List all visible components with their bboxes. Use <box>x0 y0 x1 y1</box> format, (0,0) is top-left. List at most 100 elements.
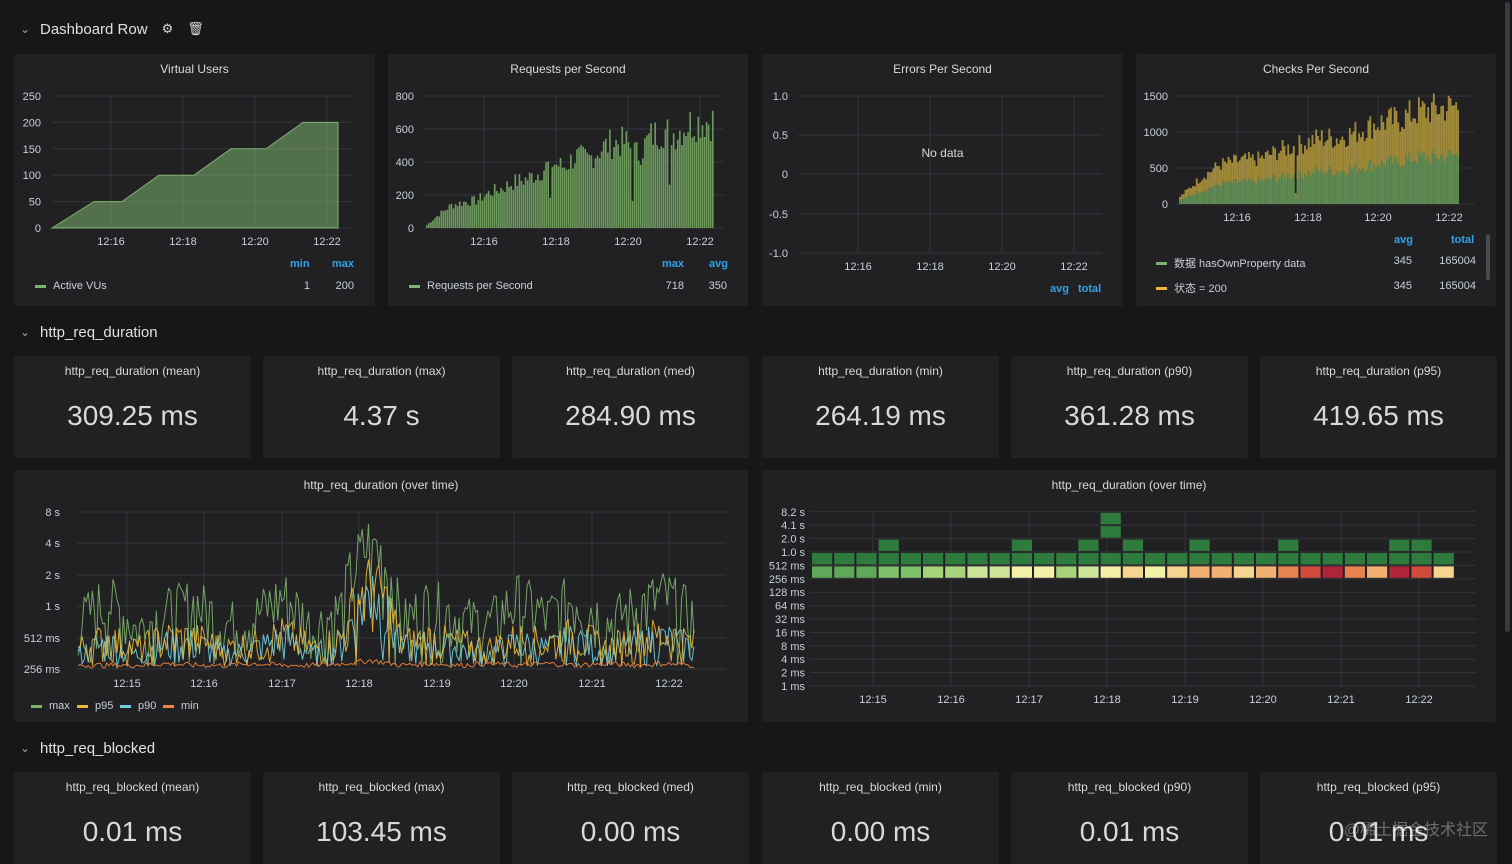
rps-bar <box>514 174 517 228</box>
rps-bar <box>528 172 531 228</box>
rps-bar <box>594 158 597 228</box>
y-tick-label: 64 ms <box>775 601 805 613</box>
check-bar-data <box>1233 179 1235 204</box>
blocked-stat-panel[interactable]: http_req_blocked (p95) 0.01 ms <box>1260 772 1497 864</box>
stat-value: 264.19 ms <box>815 400 946 431</box>
duration-stat-panel[interactable]: http_req_duration (p95) 419.65 ms <box>1260 356 1497 458</box>
check-bar-data <box>1201 191 1204 204</box>
stat-title: http_req_duration (med) <box>566 364 695 378</box>
check-bar-data <box>1436 159 1439 204</box>
y-tick-label: 0.5 <box>773 130 788 142</box>
rps-bar <box>465 201 467 228</box>
legend-item-status-check[interactable]: 状态 = 200 <box>1156 280 1227 296</box>
check-bar-data <box>1371 171 1374 204</box>
check-bar-status <box>1322 145 1325 175</box>
check-bar-data <box>1425 160 1428 204</box>
panel-errors-per-second[interactable]: Errors Per Second 1.0 0.5 0 -0.5 -1.0 12:16 12… <box>762 54 1123 306</box>
panel-checks-per-second[interactable]: Checks Per Second 0 500 1000 1500 12:16 12:18… <box>1136 54 1496 306</box>
watermark: @稀土掘金技术社区 <box>1343 822 1488 839</box>
panel-title: Requests per Second <box>510 62 626 76</box>
check-bar-status <box>1335 138 1338 172</box>
check-bar-status <box>1264 152 1267 179</box>
legend-item-max[interactable]: max <box>31 700 70 712</box>
y-tick-label: 32 ms <box>775 614 805 626</box>
check-bar-data <box>1223 182 1226 204</box>
check-bar-status <box>1384 129 1387 167</box>
chevron-down-icon[interactable]: ⌄ <box>19 22 31 36</box>
duration-stat-panel[interactable]: http_req_duration (med) 284.90 ms <box>512 356 749 458</box>
panel-requests-per-second[interactable]: Requests per Second 0 200 400 600 800 12:16 12… <box>388 54 748 306</box>
gear-icon[interactable]: ⚙ <box>161 21 174 36</box>
rps-bar <box>672 133 675 228</box>
rps-bar <box>674 149 677 228</box>
rps-bar <box>479 193 482 228</box>
rps-bar <box>510 186 512 228</box>
blocked-stat-panel[interactable]: http_req_blocked (p90) 0.01 ms <box>1011 772 1248 864</box>
panel-duration-heatmap[interactable]: http_req_duration (over time) 1 ms 2 ms 4 … <box>762 470 1496 722</box>
rps-bar <box>604 138 607 228</box>
legend-item-active-vus[interactable]: Active VUs <box>35 280 107 292</box>
rps-bar <box>646 135 648 228</box>
heat-cell <box>1367 566 1388 578</box>
heat-cell <box>1389 566 1410 578</box>
blocked-stat-panel[interactable]: http_req_blocked (max) 103.45 ms <box>263 772 500 864</box>
legend-item-min[interactable]: min <box>163 700 199 712</box>
duration-stat-panel[interactable]: http_req_duration (p90) 361.28 ms <box>1011 356 1248 458</box>
duration-stat-panel[interactable]: http_req_duration (min) 264.19 ms <box>762 356 999 458</box>
legend-item-rps[interactable]: Requests per Second <box>409 280 533 292</box>
panel-duration-over-time[interactable]: http_req_duration (over time) 256 ms 512 … <box>14 470 748 722</box>
check-bar-data <box>1333 174 1336 204</box>
rps-bar <box>681 145 683 228</box>
check-bar-data <box>1423 153 1426 204</box>
x-tick-label: 12:16 <box>470 236 498 248</box>
row-header-dashboard[interactable]: ⌄ Dashboard Row ⚙ 🗑 <box>18 15 204 43</box>
legend-label: max <box>49 700 70 712</box>
rps-bar <box>703 136 706 228</box>
check-bar-status <box>1408 100 1411 153</box>
chevron-down-icon[interactable]: ⌄ <box>19 325 31 339</box>
heat-cell <box>1389 553 1410 565</box>
x-tick-label: 12:22 <box>1405 694 1433 706</box>
legend-item-data-check[interactable]: 数据 hasOwnProperty data <box>1156 255 1305 271</box>
check-bar-status <box>1304 145 1306 175</box>
legend-item-p95[interactable]: p95 <box>77 700 113 712</box>
y-tick-label: 1.0 s <box>781 547 805 559</box>
rps-bar <box>705 122 708 228</box>
legend-scrollbar[interactable] <box>1486 234 1490 280</box>
duration-stat-panel[interactable]: http_req_duration (mean) 309.25 ms <box>14 356 251 458</box>
blocked-stat-panel[interactable]: http_req_blocked (mean) 0.01 ms <box>14 772 251 864</box>
rps-bar <box>458 201 461 228</box>
legend-item-p90[interactable]: p90 <box>120 700 156 712</box>
page-scrollbar[interactable] <box>1505 2 1510 632</box>
trash-icon[interactable]: 🗑 <box>187 21 204 36</box>
rps-bar <box>524 177 527 228</box>
check-bar-data <box>1350 169 1353 204</box>
check-bar-data <box>1253 182 1256 204</box>
duration-stat-panel[interactable]: http_req_duration (max) 4.37 s <box>263 356 500 458</box>
blocked-stat-panel[interactable]: http_req_blocked (med) 0.00 ms <box>512 772 749 864</box>
x-tick-label: 12:16 <box>97 236 125 248</box>
check-bar-status <box>1445 111 1448 158</box>
check-bar-status <box>1179 197 1181 201</box>
row-header-blocked[interactable]: ⌄ http_req_blocked <box>18 734 155 762</box>
rps-bar <box>430 222 432 228</box>
y-tick-label: 1000 <box>1144 127 1168 139</box>
legend-swatch <box>1156 261 1167 265</box>
panel-virtual-users[interactable]: Virtual Users 0 50 100 150 200 250 12:16 12:18 1… <box>14 54 375 306</box>
duration-line-chart: 256 ms 512 ms 1 s 2 s 4 s 8 s 12:15 12:16 12:17 1… <box>24 507 726 690</box>
rps-bar <box>452 208 455 228</box>
y-tick-label: 50 <box>29 197 41 209</box>
blocked-stat-panel[interactable]: http_req_blocked (min) 0.00 ms <box>762 772 999 864</box>
row-header-duration[interactable]: ⌄ http_req_duration <box>18 318 158 346</box>
x-tick-label: 12:17 <box>1015 694 1043 706</box>
heat-cell <box>1056 566 1077 578</box>
check-bar-data <box>1445 157 1448 204</box>
chevron-down-icon[interactable]: ⌄ <box>19 741 31 755</box>
heat-cell <box>1034 553 1055 565</box>
x-tick-label: 12:18 <box>916 261 944 273</box>
heat-cell <box>1211 553 1232 565</box>
check-bar-data <box>1182 199 1185 204</box>
check-bar-data <box>1276 182 1278 204</box>
rps-bar <box>508 186 510 228</box>
check-bar-status <box>1238 160 1241 183</box>
